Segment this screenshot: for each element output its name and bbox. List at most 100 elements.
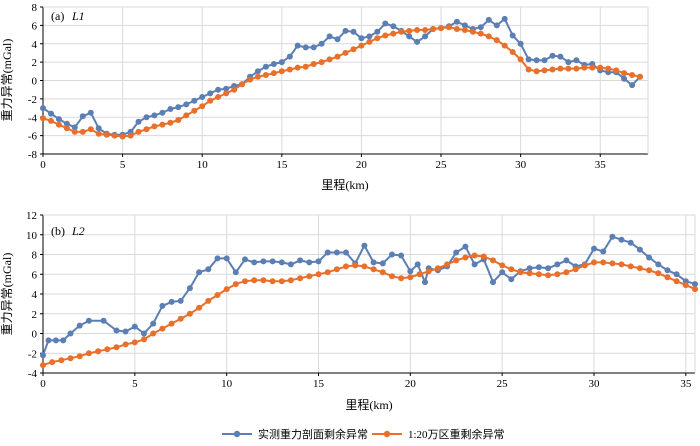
panel-b-series-2-point-40	[407, 274, 414, 281]
panel-b-series-2-point-27	[287, 277, 294, 284]
panel-b-series-2-point-30	[315, 271, 322, 278]
panel-a-series-1-point-43	[382, 20, 389, 27]
panel-b-series-1-point-11	[141, 330, 147, 337]
panel-b-series-1-point-21	[232, 269, 239, 276]
panel-a-xtick-label-1: 5	[120, 159, 126, 171]
panel-a-series-2-point-5	[79, 128, 86, 135]
panel-b-series-1-point-13	[159, 302, 166, 309]
panel-b-series-1-point-57	[554, 261, 561, 268]
panel-b-series-2-point-66	[646, 267, 653, 274]
panel-b-series-2-point-15	[177, 315, 184, 322]
panel-a-series-1-point-57	[493, 22, 500, 29]
panel-a-series-2-point-28	[262, 72, 269, 78]
panel-b-series-2-point-65	[636, 265, 643, 272]
panel-a-series-1-point-32	[294, 42, 301, 49]
panel-a-ytick-label-5: 2	[32, 57, 38, 69]
panel-a-xtick-label-3: 15	[276, 159, 288, 171]
panel-a-series-2-point-19	[191, 107, 198, 114]
panel-a-xtick-label-5: 25	[436, 159, 448, 171]
panel-a-series-2-point-14	[151, 123, 158, 130]
panel-b-series-2-point-57	[563, 269, 570, 276]
panel-a-series-2-point-42	[374, 35, 381, 42]
panel-b-series-2-point-16	[186, 310, 193, 317]
panel-a-ytick-label-3: -2	[28, 94, 37, 106]
panel-a-series-1-point-30	[278, 59, 285, 66]
panel-b-series-2-point-9	[122, 341, 129, 348]
panel-b-series-2-point-70	[682, 282, 689, 289]
panel-b-series-2-point-33	[343, 263, 349, 270]
panel-a-series-2-point-1	[48, 117, 54, 124]
panel-a-series-2-point-16	[167, 119, 174, 126]
panel-a-series-2-point-9	[111, 132, 118, 139]
panel-b-series-2-point-12	[150, 330, 157, 337]
panel-b-series-2-point-55	[545, 272, 552, 279]
panel-a-series-1-point-73	[621, 75, 628, 82]
panel-b-series-1-point-3	[60, 337, 67, 344]
panel-b-series-1-point-32	[333, 249, 340, 256]
panel-a-ytick-label-2: -4	[28, 112, 38, 124]
panel-a-series-2-point-52	[453, 26, 460, 32]
panel-a-series-1-point-74	[629, 82, 636, 89]
panel-b-series-1-point-26	[278, 259, 285, 266]
panel-a-series-1-point-16	[167, 106, 174, 112]
panel-a-series-2-point-12	[135, 128, 142, 135]
panel-b-series-2-point-8	[113, 344, 120, 351]
panel-a-series-2-point-48	[422, 27, 429, 33]
panel-b-series-2-point-21	[232, 281, 239, 288]
legend-series2-label: 1:20万区重剩余异常	[408, 427, 505, 441]
panel-b-series-2-point-60	[591, 259, 597, 266]
panel-b-series-1-point-68	[655, 261, 662, 268]
panel-a-series-1-point-22	[215, 86, 222, 93]
panel-a-series-1-point-34	[310, 44, 317, 51]
panel-b-series-2-point-26	[278, 278, 285, 285]
panel-a-series-1-point-6	[87, 109, 94, 116]
panel-a-series-2-point-47	[414, 27, 421, 33]
panel-b-series-2-point-4	[76, 353, 83, 360]
panel-a-series-1-point-21	[207, 90, 214, 97]
panel-a-series-2-point-35	[318, 59, 325, 66]
panel-b-series-1-point-67	[646, 254, 653, 261]
panel-b-series-1-point-1	[45, 337, 52, 344]
panel-b-ytick-label-2: 0	[32, 329, 38, 341]
panel-a-series-1-point-36	[326, 33, 333, 40]
panel-b-series-2-point-51	[508, 266, 515, 273]
panel-b-series-1-point-42	[422, 279, 428, 286]
panel-a-series-1-point-64	[549, 52, 556, 59]
panel-b-series-2-point-71	[692, 286, 698, 293]
panel-a-series-2-point-34	[310, 61, 317, 67]
panel-b-series-1-point-35	[361, 242, 368, 249]
panel-b-series-2-point-14	[168, 320, 175, 327]
panel-a: -8 -6 -4 -2 0 2 4 6 8 0 5 10 15 20 25 30 35 (a) L1 里程(km…	[0, 2, 649, 192]
panel-a-label: (a)	[51, 9, 64, 23]
panel-a-series-2-point-8	[103, 131, 110, 138]
panel-a-series-1-point-53	[461, 22, 468, 29]
panel-b-series-1-point-12	[150, 320, 157, 327]
panel-b-ytick-label-0: -4	[28, 368, 38, 380]
panel-b-series-2-point-50	[499, 262, 506, 269]
panel-b-series-2-point-62	[609, 260, 616, 267]
panel-a-series-1-point-28	[262, 63, 269, 70]
panel-a-series-1-point-59	[509, 32, 516, 39]
panel-a-series-2-point-23	[223, 90, 230, 97]
panel-a-series-2-point-68	[581, 64, 588, 71]
panel-a-series-1-point-55	[477, 24, 484, 31]
panel-a-series-2-point-45	[398, 28, 405, 35]
panel-a-series-2-point-43	[382, 32, 389, 39]
panel-b-series-2-point-11	[141, 336, 147, 343]
panel-b-series-2-point-58	[572, 266, 579, 273]
panel-b-series-2-point-68	[664, 274, 671, 281]
panel-a-series-1-point-47	[414, 38, 421, 45]
panel-a-series-1-point-4	[71, 124, 78, 131]
panel-a-series-1-point-15	[159, 109, 166, 116]
panel-a-series-1-point-48	[422, 33, 429, 40]
panel-b-series-1-point-47	[462, 243, 469, 250]
panel-a-series-2-point-66	[565, 65, 572, 72]
panel-b-series-1-point-66	[636, 246, 643, 253]
panel-b: -4 -2 0 2 4 6 8 10 12 0 5 10 15 20 25 30 35 (b) L2 里程(km…	[0, 210, 698, 412]
panel-b-series-1-point-38	[389, 251, 395, 258]
panel-b-series-2-point-31	[324, 269, 331, 276]
panel-a-series-2-point-36	[326, 56, 333, 63]
panel-a-series-1-point-38	[342, 27, 349, 34]
panel-a-series-2-point-70	[597, 64, 604, 71]
